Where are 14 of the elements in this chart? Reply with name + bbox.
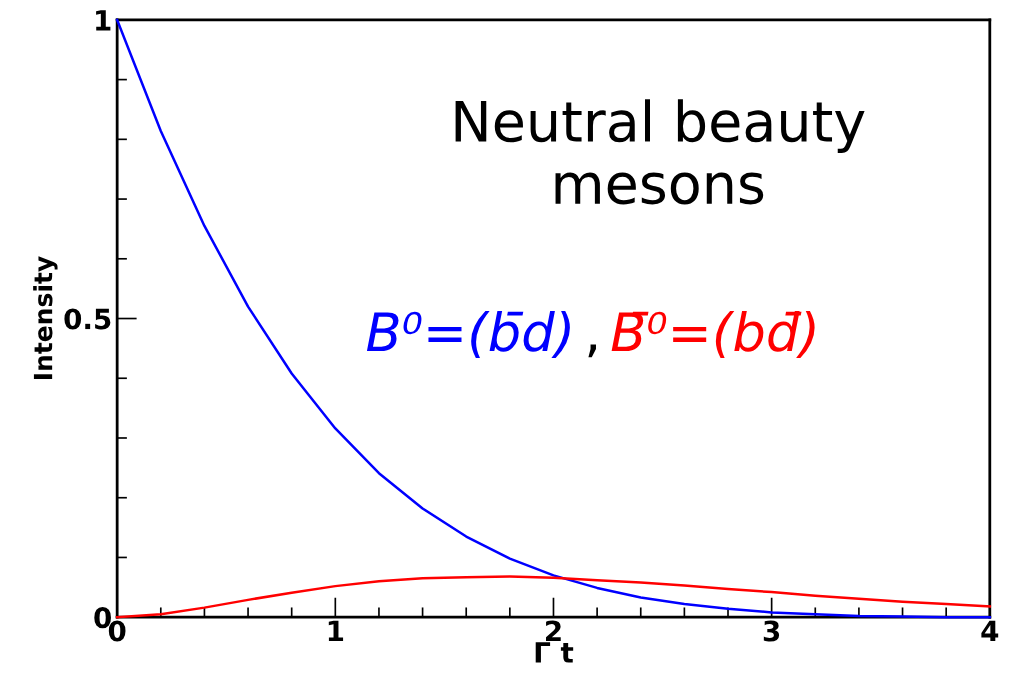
annotation: Neutral beauty mesons xyxy=(455,99,865,205)
y-tick-label: 0.5 xyxy=(64,308,111,330)
x-tick-label: 4 xyxy=(981,620,999,642)
line-series xyxy=(115,18,992,619)
x-tick-label: 0 xyxy=(108,620,126,642)
x-tick-label: 3 xyxy=(763,620,780,642)
series-label: B⁰=(b̄d) xyxy=(366,310,570,358)
x-axis-title: Γ t xyxy=(535,642,574,663)
y-tick-label: 1 xyxy=(96,10,111,31)
text: B̄⁰=(bd̄) xyxy=(611,310,815,358)
y-axis-title: Intensity xyxy=(33,256,58,379)
x-tick-label: 2 xyxy=(546,620,561,642)
x-tick-label: 1 xyxy=(328,620,344,642)
annotation: , xyxy=(588,344,596,358)
